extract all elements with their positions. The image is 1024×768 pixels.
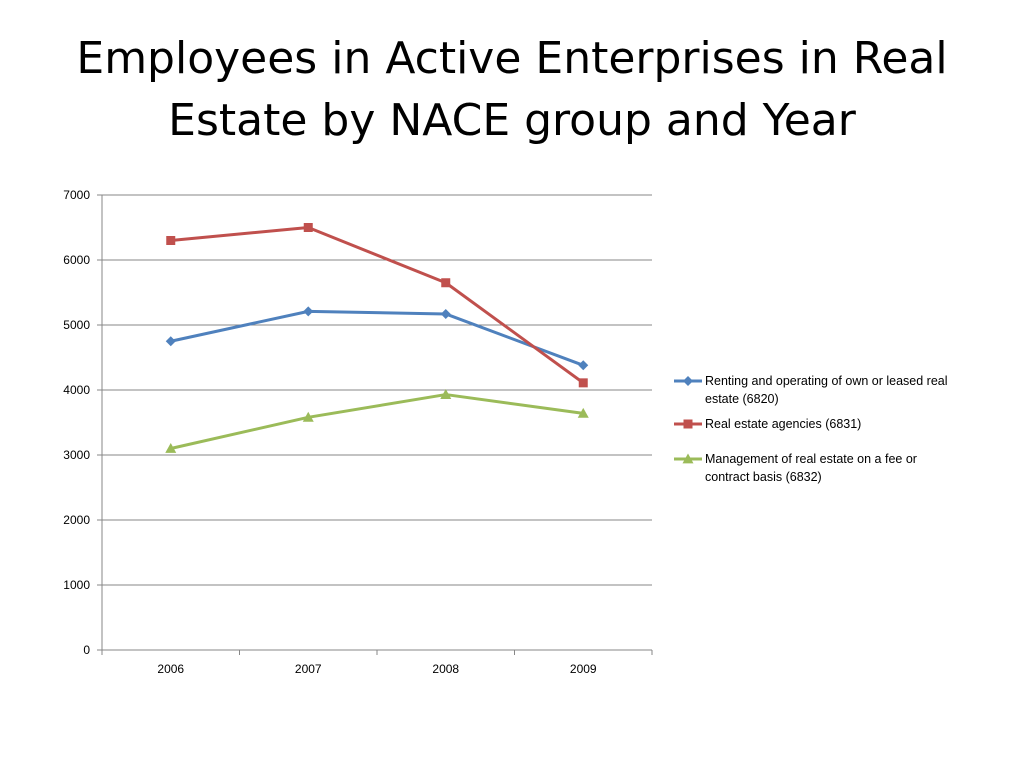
legend-swatch [674,453,702,464]
legend-marker [683,376,693,386]
legend-label: Management of real estate on a fee or [705,452,917,466]
data-point-series-2 [166,236,176,245]
legend-swatch [674,419,702,429]
legend-marker [682,453,694,464]
y-tick-label: 3000 [63,448,90,462]
x-tick-label: 2006 [157,662,184,676]
chart-legend: Renting and operating of own or leased r… [672,372,972,493]
x-tick-label: 2009 [570,662,597,676]
data-point-series-2 [578,378,588,388]
x-tick-label: 2008 [432,662,459,676]
slide-title: Employees in Active Enterprises in Real … [0,28,1024,152]
slide-title-line-1: Employees in Active Enterprises in Real [76,33,948,84]
legend-label: Real estate agencies (6831) [705,417,862,431]
data-point-series-2 [303,223,313,232]
legend-label: estate (6820) [705,392,779,406]
series-line-2 [169,226,585,385]
legend-entry: Renting and operating of own or leased r… [672,372,972,408]
legend-swatch [674,376,702,386]
y-tick-label: 6000 [63,253,90,267]
series-line-1 [169,309,585,367]
legend-entry: Management of real estate on a fee or con… [672,450,972,486]
data-point-series-1 [578,360,589,371]
y-tick-label: 0 [83,643,90,657]
data-point-series-3 [165,443,177,453]
data-point-series-1 [303,306,314,317]
y-tick-label: 7000 [63,188,90,202]
legend-label: Renting and operating of own or leased r… [705,374,948,388]
x-tick-label: 2007 [295,662,322,676]
slide-title-line-2: Estate by NACE group and Year [168,95,856,146]
y-tick-label: 4000 [63,383,90,397]
data-point-series-3 [440,389,452,399]
data-point-series-1 [440,308,451,319]
legend-label: contract basis (6832) [705,470,822,484]
y-tick-label: 2000 [63,513,90,527]
data-point-series-1 [165,336,176,347]
y-tick-label: 5000 [63,318,90,332]
legend-entry: Real estate agencies (6831) [672,415,972,433]
legend-marker [683,419,693,429]
data-point-series-2 [441,278,451,288]
data-point-series-3 [302,411,314,422]
data-point-series-3 [577,407,589,418]
y-tick-label: 1000 [63,578,90,592]
series-line-3 [169,393,585,450]
